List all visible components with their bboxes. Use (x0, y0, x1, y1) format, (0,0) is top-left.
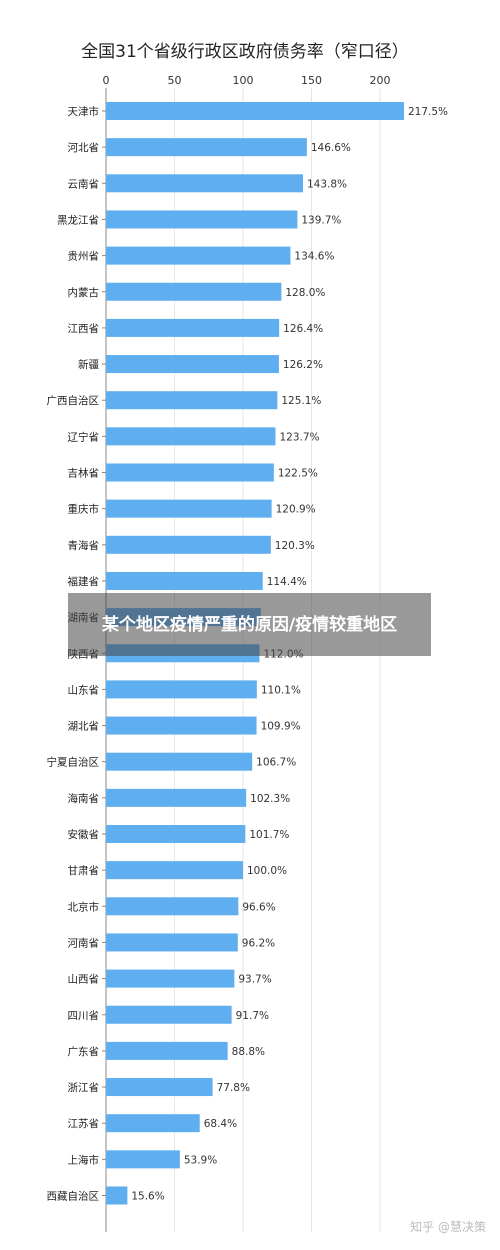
category-label: 天津市 (68, 105, 100, 118)
category-label: 江西省 (68, 322, 100, 335)
category-label: 宁夏自治区 (47, 756, 100, 769)
category-label: 广西自治区 (47, 394, 100, 407)
category-label: 江苏省 (68, 1117, 100, 1130)
x-tick-label: 0 (103, 74, 110, 87)
bar (106, 499, 272, 518)
value-label: 77.8% (217, 1082, 250, 1094)
value-label: 134.6% (294, 251, 334, 263)
category-label: 河北省 (68, 141, 100, 154)
category-label: 甘肃省 (68, 864, 100, 877)
category-label: 河南省 (68, 936, 100, 949)
category-label: 云南省 (68, 177, 100, 190)
category-label: 上海市 (68, 1153, 100, 1166)
category-label: 福建省 (68, 575, 100, 588)
bar (106, 463, 274, 482)
overlay-banner-text: 某个地区疫情严重的原因/疫情较重地区 (101, 614, 398, 635)
value-label: 146.6% (311, 142, 351, 154)
value-label: 100.0% (247, 865, 287, 877)
value-label: 68.4% (204, 1118, 237, 1130)
x-tick-label: 50 (168, 74, 182, 87)
bar (106, 355, 279, 374)
category-label: 新疆 (78, 358, 99, 371)
bar (106, 1150, 180, 1169)
category-label: 安徽省 (68, 828, 100, 841)
chart-title: 全国31个省级行政区政府债务率（窄口径） (81, 42, 409, 62)
value-label: 93.7% (238, 974, 271, 986)
bar (106, 1114, 200, 1133)
bar (106, 571, 263, 590)
category-label: 浙江省 (68, 1081, 100, 1094)
bar (106, 427, 276, 446)
category-label: 四川省 (68, 1009, 100, 1022)
bar (106, 391, 278, 410)
category-label: 山西省 (68, 973, 100, 986)
category-label: 山东省 (68, 683, 100, 696)
bar (106, 210, 298, 229)
bar (106, 680, 257, 699)
value-label: 101.7% (249, 829, 289, 841)
bar (106, 1186, 128, 1205)
value-label: 120.9% (276, 504, 316, 516)
bar (106, 318, 280, 337)
bar (106, 535, 271, 554)
value-label: 109.9% (261, 721, 301, 733)
category-label: 重庆市 (68, 503, 100, 516)
bar (106, 752, 253, 771)
value-label: 15.6% (131, 1191, 164, 1203)
value-label: 88.8% (232, 1046, 265, 1058)
bar (106, 788, 247, 807)
bar (106, 174, 304, 193)
bar (106, 138, 307, 157)
bar (106, 969, 235, 988)
value-label: 114.4% (267, 576, 307, 588)
value-label: 143.8% (307, 178, 347, 190)
value-label: 122.5% (278, 468, 318, 480)
value-label: 102.3% (250, 793, 290, 805)
overlay-banner: 某个地区疫情严重的原因/疫情较重地区 (68, 593, 431, 656)
value-label: 126.4% (283, 323, 323, 335)
category-label: 黑龙江省 (57, 213, 99, 226)
category-label: 湖北省 (68, 720, 100, 733)
value-label: 120.3% (275, 540, 315, 552)
value-label: 91.7% (236, 1010, 269, 1022)
bar (106, 897, 239, 916)
bar (106, 1041, 228, 1060)
value-label: 110.1% (261, 684, 301, 696)
labels: 天津市 217.5% 河北省 146.6% 云南省 143.8% 黑龙江省 139.7% 贵州省… (47, 105, 449, 1203)
value-label: 96.2% (242, 937, 275, 949)
bar (106, 102, 404, 120)
value-label: 96.6% (242, 901, 275, 913)
value-label: 128.0% (285, 287, 325, 299)
value-label: 217.5% (408, 106, 448, 118)
category-label: 吉林省 (68, 467, 100, 480)
category-label: 海南省 (68, 792, 100, 805)
value-label: 106.7% (256, 757, 296, 769)
value-label: 126.2% (283, 359, 323, 371)
bar (106, 1078, 213, 1097)
category-label: 青海省 (68, 539, 100, 552)
bar (106, 825, 246, 843)
x-tick-label: 150 (301, 74, 322, 87)
bar (106, 1005, 232, 1024)
bar (106, 246, 291, 265)
category-label: 内蒙古 (68, 286, 100, 299)
x-tick-label: 100 (233, 74, 254, 87)
category-label: 西藏自治区 (47, 1190, 100, 1203)
watermark: 知乎 @慧决策 (410, 1220, 486, 1234)
bar (106, 716, 257, 735)
value-label: 125.1% (281, 395, 321, 407)
bar (106, 933, 238, 952)
x-tick-label: 200 (370, 74, 391, 87)
value-label: 123.7% (279, 431, 319, 443)
category-label: 贵州省 (68, 250, 100, 263)
category-label: 北京市 (68, 900, 100, 913)
value-label: 53.9% (184, 1154, 217, 1166)
category-label: 广东省 (68, 1045, 100, 1058)
bar (106, 861, 243, 880)
value-label: 139.7% (301, 214, 341, 226)
category-label: 辽宁省 (68, 430, 100, 443)
bar (106, 282, 282, 301)
